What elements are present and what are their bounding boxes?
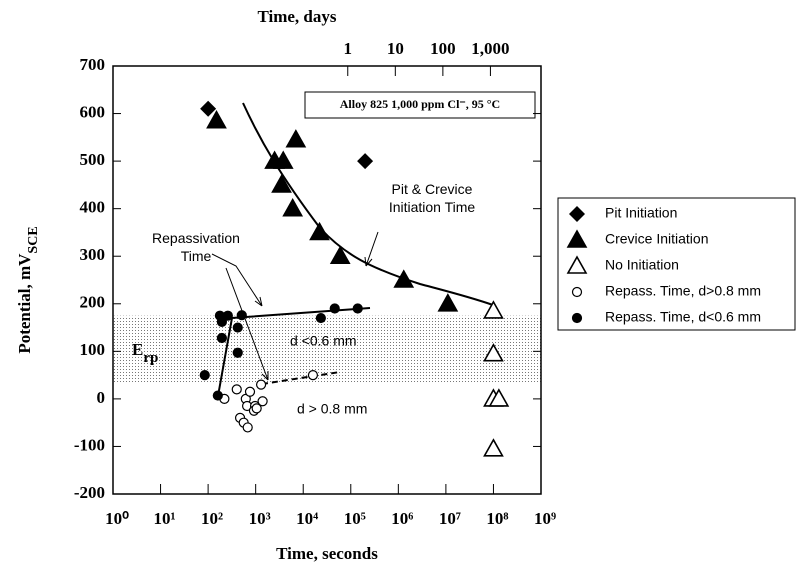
band-label: Erp bbox=[132, 340, 158, 367]
x-tick-label: 10⁴ bbox=[296, 509, 318, 528]
x-tick-label: 10⁹ bbox=[534, 509, 556, 528]
y-tick-label: 200 bbox=[80, 293, 106, 312]
circle-marker bbox=[244, 386, 256, 397]
x2-label: Time, days bbox=[257, 7, 336, 26]
x-tick-label: 10⁷ bbox=[439, 509, 461, 528]
x-label: Time, seconds bbox=[276, 544, 378, 563]
repass-label-line: Time bbox=[181, 248, 212, 264]
triangle-marker bbox=[483, 343, 504, 362]
y-tick-label: 600 bbox=[80, 102, 106, 121]
x-tick-label: 10⁰ bbox=[105, 509, 129, 528]
legend-marker bbox=[566, 255, 588, 274]
fit-curve bbox=[242, 102, 494, 306]
y-tick-label: 0 bbox=[97, 388, 106, 407]
x2-tick-label: 1,000 bbox=[471, 39, 509, 58]
x2-tick-label: 1 bbox=[344, 39, 353, 58]
y-tick-label: -100 bbox=[74, 435, 105, 454]
legend-label: No Initiation bbox=[605, 257, 679, 273]
circle-marker bbox=[307, 370, 319, 381]
circle-marker bbox=[232, 347, 243, 358]
legend-marker bbox=[566, 229, 588, 248]
circle-marker bbox=[251, 403, 262, 414]
y-tick-label: -200 bbox=[74, 483, 105, 502]
repass-label-line: Repassivation bbox=[152, 230, 240, 246]
plot-frame bbox=[112, 65, 542, 495]
x-tick-label: 10⁵ bbox=[344, 509, 366, 528]
annotation: Alloy 825 1,000 ppm Cl⁻, 95 °C bbox=[340, 97, 500, 111]
y-tick-label: 300 bbox=[80, 245, 106, 264]
fit-label-line: Initiation Time bbox=[389, 199, 476, 215]
x2-tick-label: 10 bbox=[387, 39, 404, 58]
legend bbox=[557, 197, 796, 331]
y-tick-label: 500 bbox=[80, 150, 106, 169]
x-tick-label: 10⁸ bbox=[486, 509, 508, 528]
circle-marker bbox=[236, 310, 247, 321]
repass-label: Repassivation Time bbox=[152, 230, 240, 264]
triangle-marker bbox=[271, 174, 292, 193]
repass-dashed-line bbox=[261, 371, 341, 385]
triangle-marker bbox=[488, 388, 510, 407]
circle-marker bbox=[199, 370, 210, 381]
circle-marker bbox=[212, 390, 223, 401]
circle-marker bbox=[242, 422, 253, 433]
triangle-marker bbox=[272, 150, 294, 169]
erp-band bbox=[113, 315, 541, 383]
triangle-marker bbox=[285, 129, 307, 148]
x-tick-label: 10³ bbox=[249, 509, 271, 528]
diamond-marker bbox=[200, 100, 217, 117]
x-tick-label: 10⁶ bbox=[391, 509, 413, 528]
triangle-marker bbox=[393, 269, 415, 288]
circle-marker bbox=[222, 310, 233, 321]
fit-label: Pit & Crevice Initiation Time bbox=[389, 181, 476, 215]
triangle-marker bbox=[437, 293, 459, 312]
small-d-label: d <0.6 mm bbox=[290, 333, 357, 349]
circle-marker bbox=[329, 303, 340, 314]
y-tick-label: 400 bbox=[80, 198, 106, 217]
legend-label: Pit Initiation bbox=[605, 205, 677, 221]
legend-label: Repass. Time, d>0.8 mm bbox=[605, 283, 761, 299]
circle-marker bbox=[352, 303, 363, 314]
legend-label: Crevice Initiation bbox=[605, 231, 709, 247]
y-label: Potential, mVSCE bbox=[15, 226, 41, 353]
circle-marker bbox=[232, 322, 243, 333]
triangle-marker bbox=[329, 245, 351, 265]
circle-marker bbox=[216, 332, 228, 344]
triangle-marker bbox=[483, 300, 504, 319]
legend-marker bbox=[569, 206, 585, 222]
fit-arrow bbox=[364, 231, 379, 267]
legend-label: Repass. Time, d<0.6 mm bbox=[605, 309, 761, 325]
repass-arrows bbox=[211, 253, 269, 381]
annotation-box bbox=[304, 91, 536, 119]
y-tick-label: 100 bbox=[80, 340, 106, 359]
triangle-marker bbox=[206, 110, 227, 129]
x2-tick-label: 100 bbox=[430, 39, 456, 58]
legend-marker bbox=[571, 286, 583, 298]
circle-marker bbox=[216, 316, 228, 327]
x-tick-label: 10² bbox=[201, 509, 223, 528]
triangle-marker bbox=[483, 438, 504, 457]
legend-marker bbox=[571, 312, 583, 324]
y-tick-label: 700 bbox=[80, 55, 106, 74]
circle-marker bbox=[315, 312, 326, 324]
x-tick-label: 10¹ bbox=[154, 509, 176, 528]
large-d-label: d > 0.8 mm bbox=[297, 401, 367, 417]
triangle-marker bbox=[309, 221, 330, 241]
diamond-marker bbox=[357, 153, 374, 170]
circle-marker bbox=[257, 396, 268, 407]
circle-marker bbox=[255, 379, 267, 390]
triangle-marker bbox=[282, 198, 304, 217]
circle-marker bbox=[231, 384, 242, 395]
